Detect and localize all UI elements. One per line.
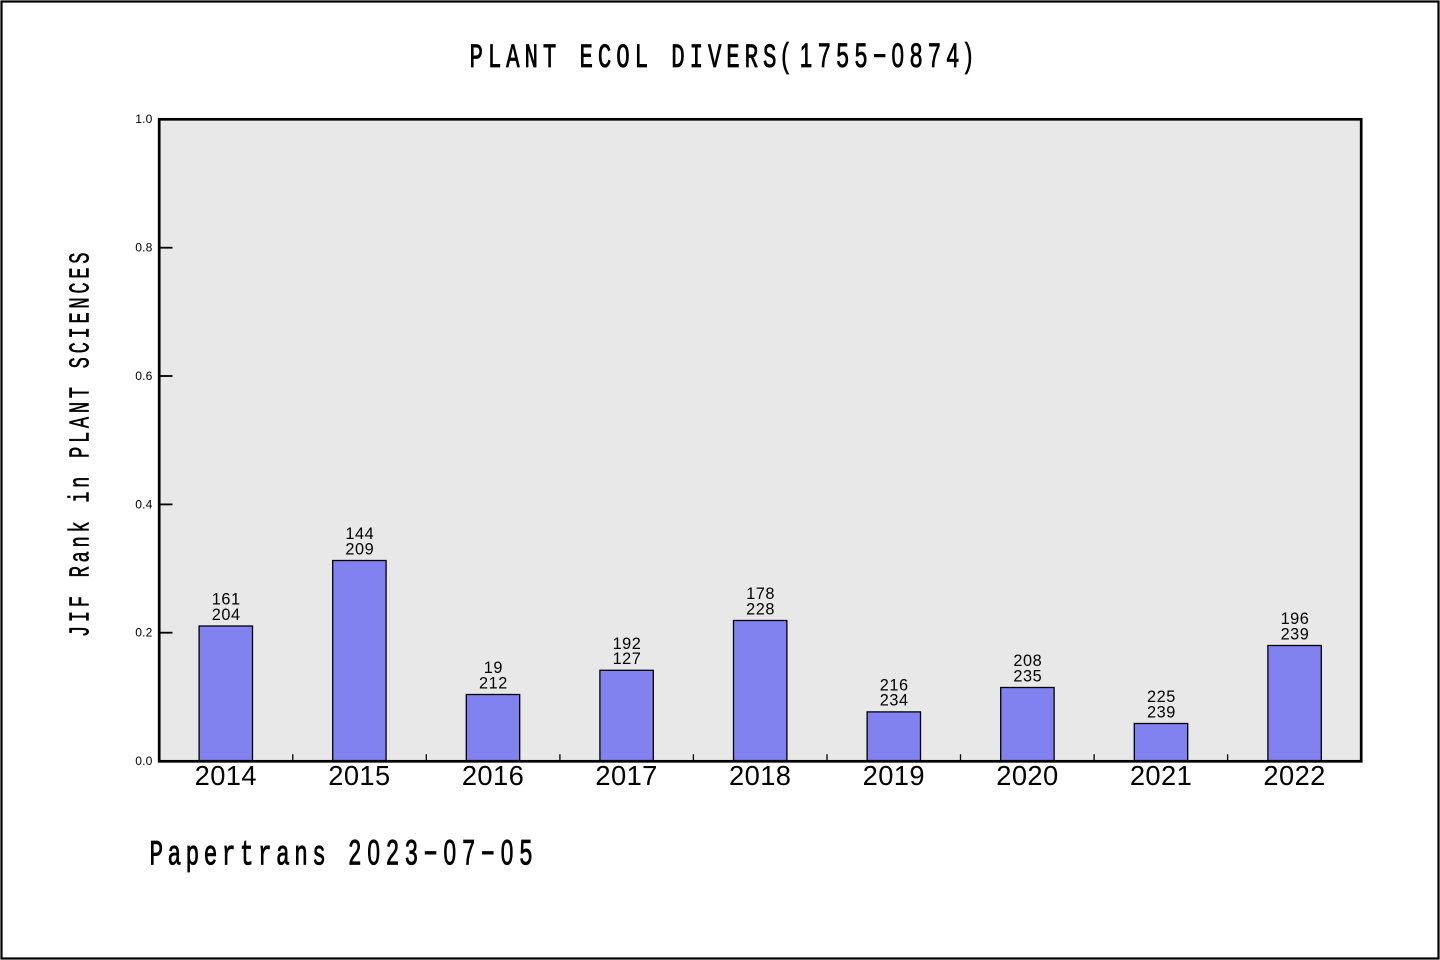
svg-text:2015: 2015 (328, 760, 390, 791)
svg-text:204: 204 (212, 606, 241, 624)
svg-text:2020: 2020 (996, 760, 1058, 791)
svg-text:2022: 2022 (1263, 760, 1325, 791)
svg-text:235: 235 (1013, 667, 1042, 685)
svg-text:2014: 2014 (195, 760, 257, 791)
svg-text:161: 161 (212, 591, 241, 609)
svg-text:0.0: 0.0 (135, 754, 152, 768)
svg-text:2021: 2021 (1130, 760, 1192, 791)
svg-text:JIF Rank in PLANT SCIENCES: JIF Rank in PLANT SCIENCES (66, 249, 98, 637)
svg-text:127: 127 (613, 650, 642, 668)
svg-text:0.2: 0.2 (135, 626, 152, 640)
svg-text:196: 196 (1281, 610, 1310, 628)
svg-text:212: 212 (479, 674, 508, 692)
svg-text:2019: 2019 (863, 760, 925, 791)
svg-text:216: 216 (880, 676, 909, 694)
svg-text:209: 209 (345, 540, 374, 558)
svg-text:228: 228 (746, 600, 775, 618)
svg-text:0.6: 0.6 (135, 369, 152, 383)
svg-text:234: 234 (880, 692, 909, 710)
svg-text:19: 19 (484, 659, 503, 677)
svg-text:Papertrans 2023−07−05: Papertrans 2023−07−05 (150, 834, 539, 876)
svg-text:2018: 2018 (729, 760, 791, 791)
svg-text:0.4: 0.4 (135, 497, 152, 511)
svg-text:239: 239 (1147, 703, 1176, 721)
svg-text:1.0: 1.0 (135, 112, 152, 126)
svg-text:2017: 2017 (595, 760, 657, 791)
svg-text:239: 239 (1281, 625, 1310, 643)
svg-text:PLANT ECOL DIVERS(1755−0874): PLANT ECOL DIVERS(1755−0874) (470, 38, 984, 78)
svg-text:225: 225 (1147, 688, 1176, 706)
svg-text:144: 144 (345, 525, 374, 543)
svg-text:2016: 2016 (462, 760, 524, 791)
svg-text:178: 178 (746, 585, 775, 603)
svg-text:208: 208 (1013, 652, 1042, 670)
svg-text:0.8: 0.8 (135, 241, 152, 255)
svg-text:192: 192 (613, 635, 642, 653)
